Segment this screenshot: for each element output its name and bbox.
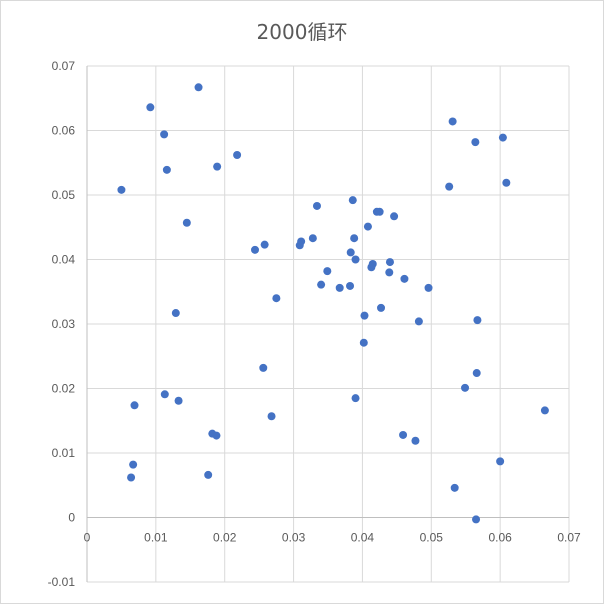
- data-point: [414, 317, 423, 326]
- data-point: [346, 248, 355, 257]
- data-point: [251, 245, 260, 254]
- x-tick-label: 0.02: [213, 531, 237, 545]
- data-point: [359, 338, 368, 347]
- data-point: [498, 133, 507, 142]
- data-point: [385, 258, 394, 267]
- y-tick-label: 0.04: [52, 253, 76, 267]
- data-point: [399, 430, 408, 439]
- y-tick-label: 0.02: [52, 382, 76, 396]
- data-point: [450, 483, 459, 492]
- data-point: [160, 130, 169, 139]
- data-point: [323, 267, 332, 276]
- data-point: [212, 431, 221, 440]
- y-tick-label: 0.05: [52, 188, 76, 202]
- x-tick-label: 0.01: [144, 531, 168, 545]
- data-point: [204, 470, 213, 479]
- data-point: [346, 281, 355, 290]
- data-point: [260, 240, 269, 249]
- data-point: [496, 457, 505, 466]
- data-point: [259, 363, 268, 372]
- data-point: [233, 151, 242, 160]
- data-point: [129, 460, 138, 469]
- data-point: [471, 138, 480, 147]
- data-point: [360, 311, 369, 320]
- data-point: [411, 436, 420, 445]
- data-point: [472, 515, 481, 524]
- x-tick-label: 0.06: [488, 531, 512, 545]
- x-tick-label: 0.03: [282, 531, 306, 545]
- data-point: [473, 316, 482, 325]
- data-point: [171, 309, 180, 318]
- data-point: [297, 237, 306, 246]
- x-tick-label: 0.07: [557, 531, 581, 545]
- y-tick-label: -0.01: [48, 575, 76, 589]
- data-point: [400, 274, 409, 283]
- y-tick-label: 0.06: [52, 124, 76, 138]
- data-point: [312, 201, 321, 210]
- y-tick-label: 0: [68, 511, 75, 525]
- data-point: [390, 212, 399, 221]
- data-point: [351, 394, 360, 403]
- data-point: [213, 162, 222, 171]
- y-tick-label: 0.03: [52, 317, 76, 331]
- data-point: [182, 218, 191, 227]
- data-point: [117, 185, 126, 194]
- y-tick-label: 0.01: [52, 446, 76, 460]
- data-point: [377, 303, 386, 312]
- data-point: [194, 83, 203, 92]
- data-point: [160, 390, 169, 399]
- data-point: [472, 369, 481, 378]
- data-point: [130, 401, 139, 410]
- data-point: [272, 294, 281, 303]
- x-tick-label: 0.04: [351, 531, 375, 545]
- data-point: [375, 207, 384, 216]
- data-point: [363, 222, 372, 231]
- chart-title: 2000循环: [256, 20, 348, 44]
- data-point: [348, 196, 357, 205]
- y-tick-label: 0.07: [52, 59, 76, 73]
- data-point: [317, 280, 326, 289]
- data-point: [502, 178, 511, 187]
- data-point: [146, 103, 155, 112]
- data-point: [368, 260, 377, 269]
- data-point: [445, 182, 454, 191]
- data-point: [350, 234, 359, 243]
- data-point: [335, 283, 344, 292]
- data-point: [448, 117, 457, 126]
- data-point: [267, 412, 276, 421]
- x-tick-label: 0.05: [420, 531, 444, 545]
- data-point: [424, 283, 433, 292]
- data-point: [127, 473, 136, 482]
- data-point: [174, 396, 183, 405]
- data-point: [461, 383, 470, 392]
- data-point: [385, 268, 394, 277]
- data-point: [351, 255, 360, 264]
- data-point: [162, 165, 171, 174]
- x-tick-label: 0: [84, 531, 91, 545]
- data-point: [308, 234, 317, 243]
- data-point: [540, 406, 549, 415]
